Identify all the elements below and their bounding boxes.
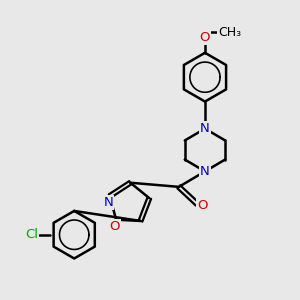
- Text: N: N: [200, 122, 210, 135]
- Text: N: N: [200, 165, 210, 178]
- Text: CH₃: CH₃: [218, 26, 241, 38]
- Text: O: O: [197, 199, 208, 212]
- Text: N: N: [103, 196, 113, 209]
- Text: Cl: Cl: [25, 228, 38, 241]
- Text: O: O: [110, 220, 120, 233]
- Text: O: O: [200, 31, 210, 44]
